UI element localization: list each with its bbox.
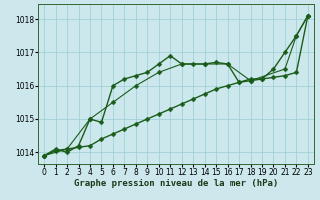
X-axis label: Graphe pression niveau de la mer (hPa): Graphe pression niveau de la mer (hPa): [74, 179, 278, 188]
